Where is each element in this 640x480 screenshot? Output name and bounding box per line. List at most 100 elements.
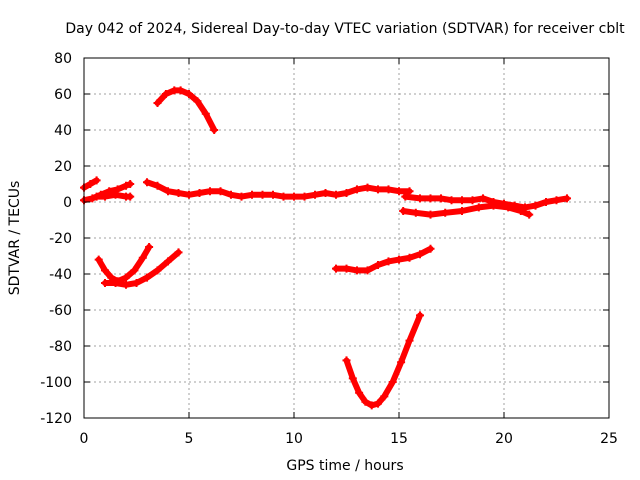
data-point <box>447 196 456 205</box>
data-point <box>122 181 130 190</box>
series <box>92 190 135 201</box>
data-point <box>174 189 183 197</box>
x-tick-label: 20 <box>495 431 513 447</box>
series-track <box>400 202 533 218</box>
series <box>153 86 219 134</box>
chart-title: Day 042 of 2024, Sidereal Day-to-day VTE… <box>65 21 625 37</box>
data-point <box>237 192 246 201</box>
data-marks <box>80 86 571 410</box>
data-point <box>563 194 571 203</box>
data-point <box>248 190 256 199</box>
data-point <box>185 190 193 199</box>
data-point <box>468 196 477 205</box>
data-point <box>401 192 410 201</box>
data-point <box>531 201 540 210</box>
data-point <box>342 189 351 197</box>
x-tick-label: 25 <box>600 431 618 447</box>
axis-ticks: 0 5 10 15 20 25 -120 -100 -80 -60 -40 -20 0 20 40 60 80 <box>40 51 618 447</box>
data-point <box>122 273 130 282</box>
data-point <box>86 180 95 188</box>
x-tick-label: 10 <box>285 431 303 447</box>
data-point <box>126 180 135 188</box>
data-point <box>489 201 498 210</box>
x-tick-label: 0 <box>80 431 89 447</box>
x-tick-label: 15 <box>390 431 408 447</box>
data-point <box>504 203 513 212</box>
data-point <box>193 97 202 106</box>
data-point <box>363 183 372 192</box>
data-point <box>138 253 147 262</box>
y-tick-label: 0 <box>63 195 72 211</box>
series <box>80 176 101 192</box>
data-point <box>397 358 406 367</box>
y-tick-label: 60 <box>54 87 72 103</box>
y-tick-label: 20 <box>54 159 72 175</box>
series-track <box>402 193 570 211</box>
data-point <box>113 185 122 194</box>
y-tick-label: 80 <box>54 51 72 67</box>
data-point <box>426 210 435 219</box>
data-point <box>111 190 120 199</box>
data-point <box>227 190 235 199</box>
data-point <box>101 192 109 201</box>
data-point <box>92 176 101 185</box>
data-point <box>405 253 414 262</box>
data-point <box>374 185 382 194</box>
data-point <box>210 126 219 134</box>
series <box>143 178 414 201</box>
data-point <box>153 181 162 190</box>
data-point <box>269 190 277 199</box>
data-point <box>426 244 435 253</box>
data-point <box>441 208 450 217</box>
data-point <box>363 266 372 275</box>
data-point <box>458 196 466 205</box>
data-point <box>206 187 214 196</box>
data-point <box>290 192 298 201</box>
data-point <box>437 194 445 203</box>
data-point <box>416 250 424 259</box>
data-point <box>153 266 162 275</box>
data-point <box>416 311 424 320</box>
data-point <box>185 90 193 98</box>
data-point <box>405 187 414 196</box>
data-point <box>353 266 361 275</box>
data-point <box>145 243 154 251</box>
data-point <box>353 185 361 194</box>
data-point <box>300 192 309 201</box>
data-point <box>143 178 151 187</box>
x-tick-label: 5 <box>185 431 194 447</box>
data-point <box>552 196 561 205</box>
data-point <box>279 192 288 201</box>
data-point <box>201 109 210 118</box>
y-tick-label: -60 <box>49 303 72 319</box>
data-point <box>384 257 393 266</box>
data-point <box>405 336 414 345</box>
data-point <box>367 401 376 410</box>
y-tick-label: -20 <box>49 231 72 247</box>
data-point <box>111 279 120 287</box>
data-point <box>126 192 135 201</box>
data-point <box>474 203 483 212</box>
data-point <box>164 257 172 266</box>
data-point <box>321 189 330 197</box>
y-tick-label: 40 <box>54 123 72 139</box>
data-point <box>384 185 393 194</box>
series <box>101 248 183 289</box>
data-point <box>395 187 403 196</box>
data-point <box>153 99 162 107</box>
data-point <box>479 194 487 203</box>
y-tick-label: -100 <box>40 375 72 391</box>
data-point <box>94 255 103 264</box>
data-point <box>388 378 397 386</box>
data-point <box>342 356 351 365</box>
data-point <box>380 392 389 401</box>
y-tick-label: -40 <box>49 267 72 283</box>
y-tick-label: -80 <box>49 339 72 355</box>
data-point <box>361 397 370 406</box>
data-point <box>525 210 534 219</box>
series <box>342 311 424 410</box>
data-point <box>164 187 172 196</box>
series <box>399 201 534 219</box>
data-point <box>355 388 364 397</box>
